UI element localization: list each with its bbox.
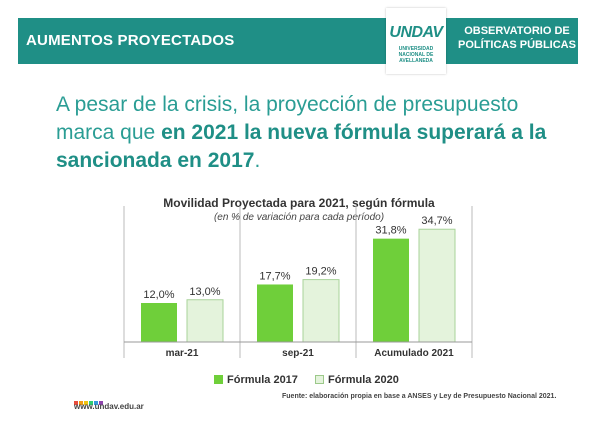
data-label: 17,7% bbox=[259, 270, 290, 282]
brand-dot bbox=[99, 401, 103, 405]
logo-mark: UNDAV bbox=[389, 24, 443, 41]
observatory-line1: OBSERVATORIO DE bbox=[464, 25, 570, 37]
category-label: mar-21 bbox=[166, 348, 199, 359]
chart-subtitle: (en % de variación para cada período) bbox=[213, 212, 385, 223]
source-note: Fuente: elaboración propia en base a ANS… bbox=[282, 393, 557, 400]
bar bbox=[418, 228, 456, 343]
category-label: Acumulado 2021 bbox=[374, 348, 454, 359]
header-title: AUMENTOS PROYECTADOS bbox=[26, 32, 235, 49]
headline-highlight: en 2021 la nueva fórmula superará a la s… bbox=[56, 121, 547, 172]
brand-dot bbox=[74, 401, 78, 405]
logo-sub-line2: NACIONAL DE bbox=[398, 52, 434, 58]
bar bbox=[186, 299, 224, 343]
header-bar bbox=[18, 18, 578, 64]
legend-item-2020: Fórmula 2020 bbox=[314, 374, 399, 386]
data-label: 19,2% bbox=[305, 266, 336, 278]
logo-sub-line3: AVELLANEDA bbox=[399, 58, 433, 64]
chart-legend: Fórmula 2017 Fórmula 2020 bbox=[214, 374, 413, 386]
legend-swatch-2017 bbox=[214, 375, 223, 384]
bar bbox=[141, 303, 177, 342]
headline-end: . bbox=[254, 149, 261, 172]
bar bbox=[257, 284, 293, 342]
headline-text: A pesar de la crisis, la proyección de p… bbox=[56, 93, 519, 144]
logo-sub-line1: UNIVERSIDAD bbox=[398, 46, 434, 52]
data-label: 12,0% bbox=[143, 289, 174, 301]
chart-title: Movilidad Proyectada para 2021, según fó… bbox=[163, 196, 435, 210]
data-label: 13,0% bbox=[189, 286, 220, 298]
footer-url[interactable]: www.undav.edu.ar bbox=[74, 402, 144, 411]
brand-dot bbox=[84, 401, 88, 405]
data-label: 31,8% bbox=[375, 225, 406, 237]
legend-label-2020: Fórmula 2020 bbox=[327, 374, 399, 386]
brand-dot bbox=[79, 401, 83, 405]
logo-subtitle: UNIVERSIDAD NACIONAL DE AVELLANEDA bbox=[386, 46, 446, 64]
bar bbox=[302, 279, 340, 343]
legend-label-2017: Fórmula 2017 bbox=[227, 374, 298, 386]
headline: A pesar de la crisis, la proyección de p… bbox=[56, 91, 576, 175]
category-label: sep-21 bbox=[282, 348, 314, 359]
observatory-line2: POLÍTICAS PÚBLICAS bbox=[458, 39, 576, 51]
brand-dot bbox=[89, 401, 93, 405]
legend-swatch-2020 bbox=[314, 375, 324, 384]
legend-item-2017: Fórmula 2017 bbox=[214, 374, 298, 386]
observatory-title: OBSERVATORIO DE POLÍTICAS PÚBLICAS bbox=[452, 24, 582, 52]
data-label: 34,7% bbox=[421, 215, 452, 227]
brand-dots bbox=[74, 392, 104, 410]
bar bbox=[373, 238, 409, 342]
brand-dot bbox=[94, 401, 98, 405]
undav-logo: UNDAV UNIVERSIDAD NACIONAL DE AVELLANEDA bbox=[386, 8, 446, 74]
